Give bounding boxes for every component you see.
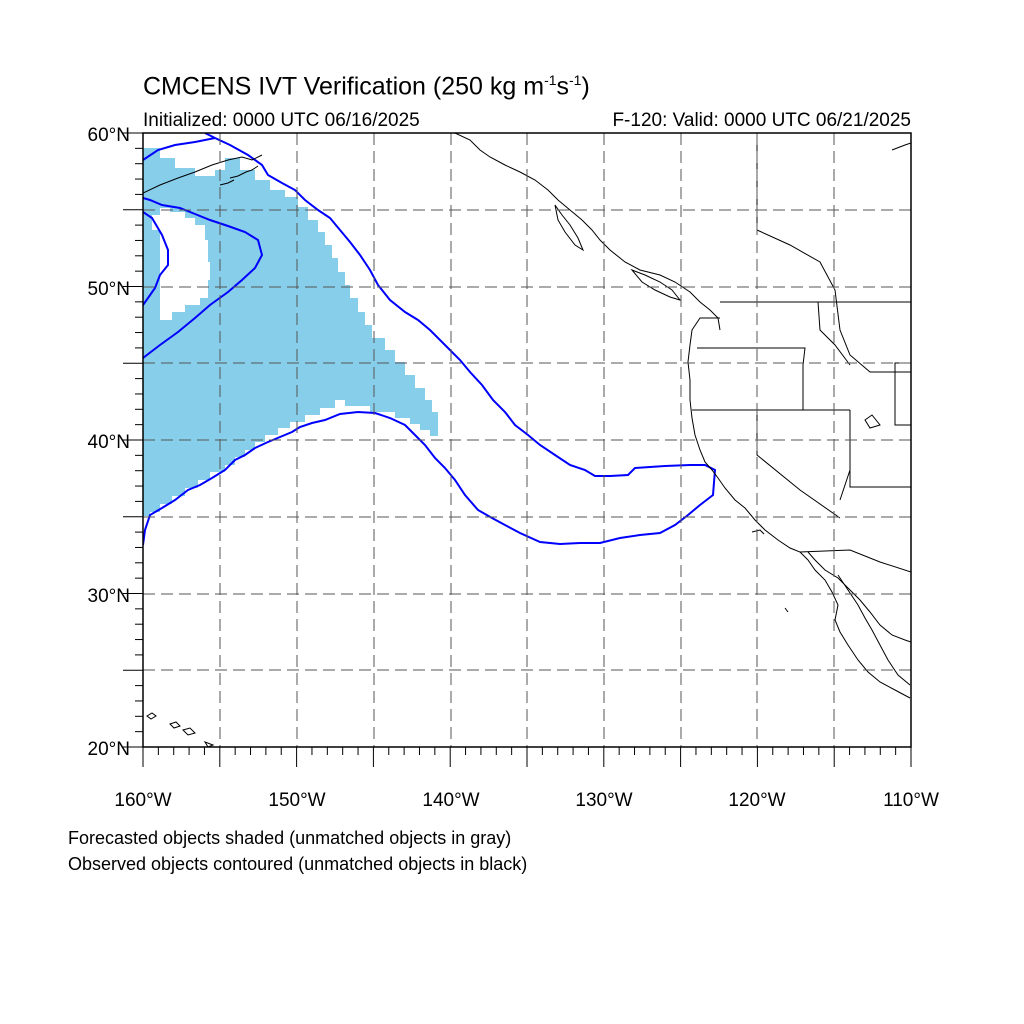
lat-label-20: 20°N (88, 739, 130, 760)
longitude-labels: 160°W 150°W 140°W 130°W 120°W 110°W (114, 790, 939, 811)
observed-ivt-contour-main (143, 133, 717, 546)
forecast-note: Forecasted objects shaded (unmatched obj… (68, 828, 512, 848)
title-superscript-2: -1 (569, 72, 582, 88)
lon-label-130w: 130°W (575, 790, 632, 811)
lon-label-110w: 110°W (883, 790, 939, 811)
lat-label-60: 60°N (88, 125, 130, 146)
lon-label-140w: 140°W (422, 790, 479, 811)
axis-ticks (123, 132, 912, 767)
observed-note: Observed objects contoured (unmatched ob… (68, 854, 528, 874)
lat-label-30: 30°N (88, 586, 130, 607)
init-time-label: Initialized: 0000 UTC 06/16/2025 (143, 110, 420, 131)
observed-ivt-contour-inner (143, 197, 264, 359)
title-suffix: ) (581, 72, 590, 101)
legend-notes: Forecasted objects shaded (unmatched obj… (68, 825, 527, 877)
title-prefix: CMCENS IVT Verification (250 kg m (143, 72, 545, 101)
lon-label-150w: 150°W (268, 790, 325, 811)
forecast-ivt-object (143, 148, 438, 516)
title-mid: s (556, 72, 570, 101)
graticule (143, 133, 911, 747)
lat-label-50: 50°N (88, 279, 130, 300)
title-superscript-1: -1 (544, 72, 557, 88)
valid-time-label: F-120: Valid: 0000 UTC 06/21/2025 (612, 110, 911, 131)
observed-ivt-contour-west (143, 211, 169, 306)
lon-label-160w: 160°W (114, 790, 171, 811)
lat-label-40: 40°N (88, 432, 130, 453)
lon-label-120w: 120°W (728, 790, 785, 811)
observed-ivt-contour-north (143, 137, 216, 161)
chart-title: CMCENS IVT Verification (250 kg m-1s-1) (143, 72, 590, 101)
latitude-labels: 60°N 50°N 40°N 30°N 20°N (88, 125, 130, 760)
